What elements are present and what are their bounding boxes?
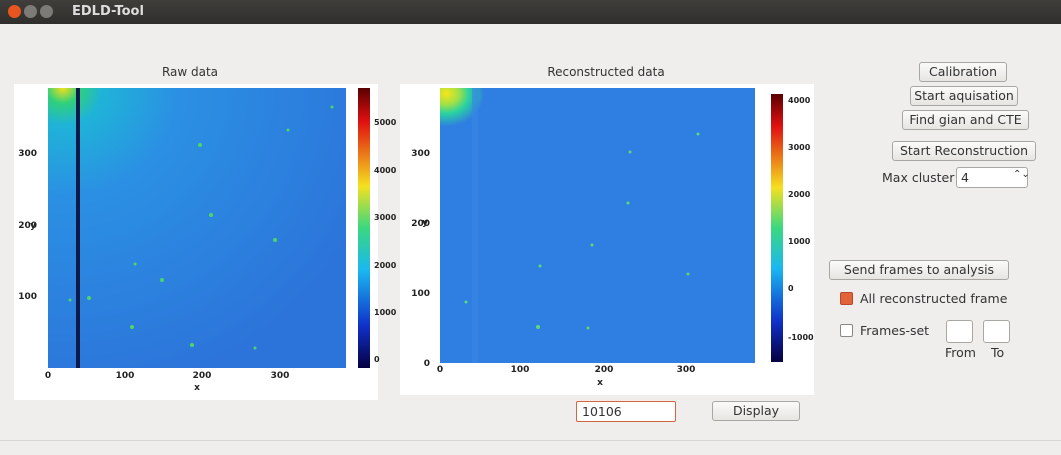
frame-input-text: 10106 [582,404,622,419]
y-tick-label: 300 [411,149,430,159]
y-tick-label: 300 [18,149,37,159]
colorbar-tick-label: 1000 [374,308,397,317]
start-acquisition-button[interactable]: Start aquisation [910,86,1018,106]
x-tick-label: 100 [511,365,530,375]
window: EDLD-Tool [0,0,1061,455]
colorbar-tick-label: 5000 [374,118,397,127]
y-tick-label: 200 [18,221,37,231]
send-frames-button[interactable]: Send frames to analysis [829,260,1009,280]
x-tick-label: 300 [271,371,290,381]
y-tick-label: 200 [411,219,430,229]
raw-colorbar [358,88,370,368]
recon-column [472,88,478,363]
colorbar-tick-label: -1000 [788,333,814,342]
max-cluster-spinbox[interactable]: 4 ⌃⌄ [956,167,1028,188]
y-tick-label: 0 [424,359,430,369]
x-axis-label: x [194,383,200,393]
colorbar-tick-label: 4000 [788,96,811,105]
find-gain-button[interactable]: Find gian and CTE [902,110,1029,130]
colorbar-tick-label: 0 [788,284,794,293]
recon-image [440,88,755,363]
x-tick-label: 200 [595,365,614,375]
frames-set-label: Frames-set [860,323,929,338]
to-label: To [991,345,1004,360]
raw-dead-column [76,88,80,368]
plot-title: Raw data [162,65,218,79]
calibration-button[interactable]: Calibration [919,62,1007,82]
colorbar-tick-label: 2000 [374,261,397,270]
from-label: From [945,345,976,360]
recon-colorbar [771,94,783,362]
display-button[interactable]: Display [712,401,800,421]
all-frames-checkbox[interactable] [840,292,853,305]
start-reconstruction-button[interactable]: Start Reconstruction [892,141,1036,161]
plots: Raw dataxy010020030010020030001000200030… [0,0,1061,455]
x-tick-label: 100 [116,371,135,381]
colorbar-tick-label: 4000 [374,166,397,175]
plot-title: Reconstructed data [547,65,664,79]
colorbar-tick-label: 1000 [788,237,811,246]
x-tick-label: 200 [193,371,212,381]
y-tick-label: 100 [411,289,430,299]
x-tick-label: 0 [437,365,443,375]
frame-input[interactable]: 10106 [576,401,676,422]
all-frames-label: All reconstructed frame [860,291,1007,306]
x-tick-label: 0 [45,371,51,381]
status-bar-line [0,440,1061,441]
raw-image [48,88,346,368]
colorbar-tick-label: 3000 [374,213,397,222]
y-tick-label: 100 [18,292,37,302]
max-cluster-value: 4 [961,170,969,185]
x-tick-label: 300 [677,365,696,375]
colorbar-tick-label: 2000 [788,190,811,199]
to-input[interactable] [983,320,1010,343]
spin-arrows: ⌃⌄ [1013,169,1030,180]
from-input[interactable] [946,320,973,343]
colorbar-tick-label: 0 [374,355,380,364]
frames-set-checkbox[interactable] [840,324,853,337]
colorbar-tick-label: 3000 [788,143,811,152]
x-axis-label: x [597,378,603,388]
